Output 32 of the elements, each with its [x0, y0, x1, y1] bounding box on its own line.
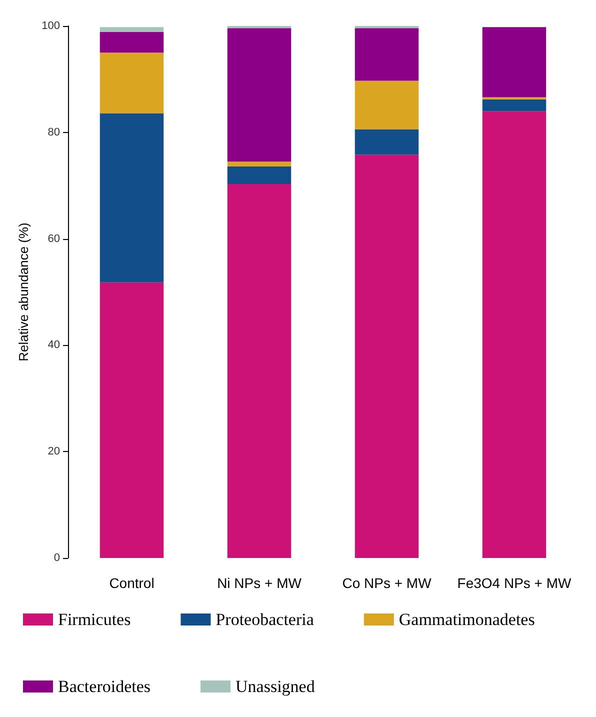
bar	[100, 282, 164, 558]
legend-label: Proteobacteria	[216, 610, 314, 629]
bar	[100, 32, 164, 53]
y-tick-label: 40	[48, 339, 60, 352]
bar	[227, 166, 292, 184]
bar	[100, 52, 164, 114]
bar	[482, 99, 546, 112]
bar	[482, 27, 546, 98]
bar	[354, 154, 419, 558]
x-tick-label: Ni NPs + MW	[217, 575, 302, 591]
bar	[227, 162, 292, 166]
bar	[227, 184, 292, 558]
legend-label: Firmicutes	[58, 610, 131, 629]
legend-label: Gammatimonadetes	[398, 610, 535, 629]
y-tick-label: 80	[48, 126, 60, 138]
legend-label: Bacteroidetes	[58, 677, 151, 696]
bar	[354, 80, 419, 130]
bar	[354, 129, 419, 155]
y-tick-label: 20	[48, 446, 60, 458]
bar	[482, 111, 546, 558]
bar	[354, 28, 419, 81]
y-tick-label: 0	[54, 552, 60, 564]
x-tick-label: Co NPs + MW	[342, 575, 432, 591]
y-axis-title: Relative abundance (%)	[16, 222, 31, 362]
x-tick-label: Control	[109, 575, 154, 591]
legend-label: Unassigned	[236, 677, 316, 696]
x-tick-label: Fe3O4 NPs + MW	[457, 575, 572, 591]
bar	[100, 113, 164, 282]
y-tick-label: 60	[48, 232, 60, 245]
bar	[227, 28, 292, 162]
y-tick-label: 100	[42, 20, 60, 32]
bar	[100, 27, 164, 32]
